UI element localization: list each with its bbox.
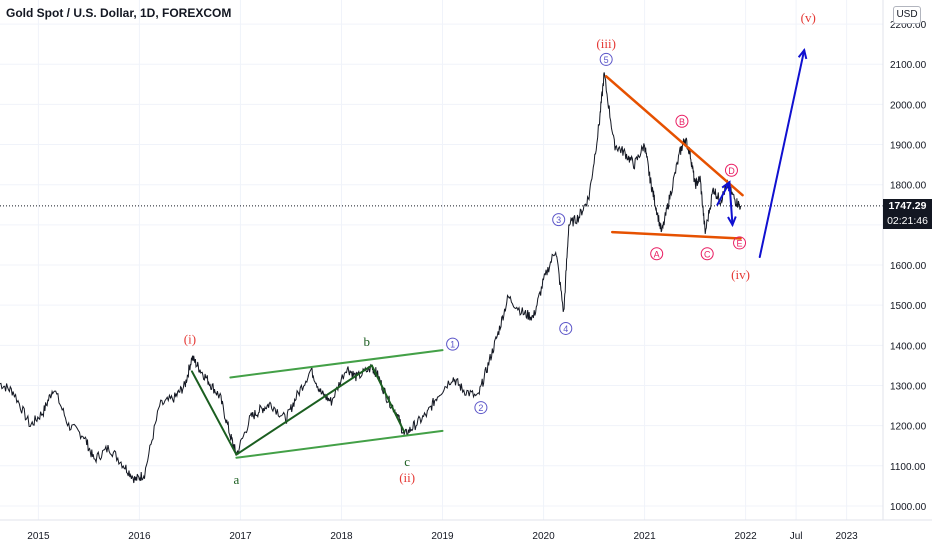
chart-title: Gold Spot / U.S. Dollar, 1D, FOREXCOM bbox=[6, 6, 232, 20]
wave-label-circle bbox=[474, 401, 488, 415]
wave-label: 2 bbox=[478, 403, 483, 413]
y-tick-label: 1800.00 bbox=[890, 181, 927, 192]
x-tick-label: 2022 bbox=[734, 531, 757, 542]
arrow-e-head bbox=[727, 216, 737, 228]
wave-label: 4 bbox=[563, 324, 568, 334]
wave-label: C bbox=[704, 249, 711, 259]
triangle-upper bbox=[604, 75, 744, 197]
y-tick-label: 1300.00 bbox=[890, 381, 927, 392]
arrow-d-line bbox=[716, 181, 731, 206]
y-tick-label: 1900.00 bbox=[890, 141, 927, 152]
x-axis[interactable]: 2015 2016 2017 2018 2019 2020 2021 2022 Jul 2023 bbox=[27, 531, 858, 542]
currency-badge[interactable]: USD bbox=[893, 6, 921, 24]
annotation-layer bbox=[190, 47, 808, 459]
last-price-tag: 1747.29 bbox=[883, 199, 932, 214]
y-tick-label: 1200.00 bbox=[890, 422, 927, 433]
x-tick-label: 2018 bbox=[330, 531, 353, 542]
wave-label-circle bbox=[724, 163, 738, 177]
wave-label: 3 bbox=[556, 215, 561, 225]
wave-label: c bbox=[404, 454, 410, 469]
x-tick-label: 2017 bbox=[229, 531, 252, 542]
channel-upper bbox=[229, 349, 444, 379]
wave-label: (ii) bbox=[399, 470, 415, 485]
x-tick-label: 2023 bbox=[836, 531, 859, 542]
wave-label: a bbox=[234, 472, 240, 487]
wave-a-line bbox=[190, 370, 238, 456]
y-axis[interactable]: 1000.00 1100.00 1200.00 1300.00 1400.00 1500.… bbox=[890, 20, 927, 513]
x-tick-label: 2020 bbox=[532, 531, 555, 542]
y-tick-label: 1000.00 bbox=[890, 502, 927, 513]
x-tick-label: Jul bbox=[790, 531, 803, 542]
wave-c-line bbox=[370, 364, 406, 433]
triangle-lower bbox=[610, 230, 742, 240]
wave-label: (iv) bbox=[731, 267, 750, 282]
x-tick-label: 2016 bbox=[128, 531, 151, 542]
wave-label: (i) bbox=[184, 331, 196, 346]
arrow-v-head bbox=[797, 47, 808, 60]
arrow-e-line bbox=[728, 181, 734, 226]
wave-label-circle bbox=[552, 213, 566, 227]
wave-label: A bbox=[654, 249, 660, 259]
wave-label: (iii) bbox=[596, 36, 616, 51]
wave-label: D bbox=[728, 166, 735, 176]
y-tick-label: 1400.00 bbox=[890, 341, 927, 352]
wave-label: (v) bbox=[801, 10, 816, 25]
wave-label-circle bbox=[559, 321, 573, 335]
price-series bbox=[0, 72, 741, 484]
wave-label-circle bbox=[650, 247, 664, 261]
x-tick-label: 2021 bbox=[633, 531, 656, 542]
y-tick-label: 2200.00 bbox=[890, 20, 927, 31]
x-tick-label: 2019 bbox=[431, 531, 454, 542]
wave-label: B bbox=[679, 117, 685, 127]
countdown-tag: 02:21:46 bbox=[883, 214, 932, 229]
arrow-v-line bbox=[758, 49, 806, 258]
wave-b-line bbox=[235, 364, 373, 456]
wave-label: E bbox=[737, 238, 743, 248]
wave-label-circle bbox=[599, 52, 613, 66]
wave-label-circle bbox=[675, 114, 689, 128]
wave-label: 1 bbox=[450, 340, 455, 350]
y-tick-label: 2100.00 bbox=[890, 60, 927, 71]
wave-label: 5 bbox=[604, 55, 609, 65]
y-tick-label: 1500.00 bbox=[890, 301, 927, 312]
wave-label-circle bbox=[733, 236, 747, 250]
wave-label: b bbox=[363, 334, 370, 349]
y-tick-label: 1600.00 bbox=[890, 261, 927, 272]
x-tick-label: 2015 bbox=[27, 531, 50, 542]
wave-label-circle bbox=[446, 337, 460, 351]
wave-label-circle bbox=[700, 247, 714, 261]
channel-lower bbox=[235, 429, 444, 459]
wave-labels: (i) (ii) (iii) (iv) (v) a b c 1 2 3 4 5 A B C D E bbox=[184, 10, 816, 487]
y-tick-label: 1100.00 bbox=[890, 462, 926, 473]
y-tick-label: 2000.00 bbox=[890, 100, 927, 111]
grid-lines bbox=[0, 0, 883, 520]
